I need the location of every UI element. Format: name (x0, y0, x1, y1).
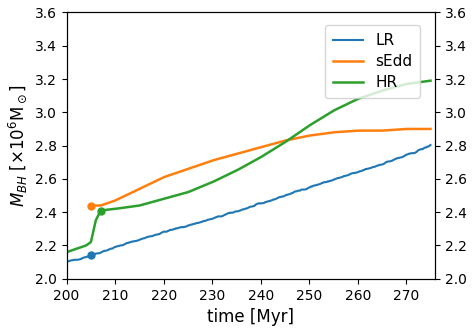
HR (371, 92, 376, 96)
sEdd (102, 202, 108, 206)
sEdd (404, 127, 410, 131)
LR (428, 143, 433, 147)
Y-axis label: $M_{BH}$ [$\times$10$^6$M$_\odot$]: $M_{BH}$ [$\times$10$^6$M$_\odot$] (7, 84, 29, 207)
HR (64, 250, 70, 254)
LR (208, 217, 214, 221)
Legend: LR, sEdd, HR: LR, sEdd, HR (325, 25, 420, 98)
LR (64, 260, 70, 264)
HR (65, 250, 71, 254)
X-axis label: time [Myr]: time [Myr] (208, 308, 294, 326)
sEdd (151, 180, 157, 184)
Line: HR: HR (67, 81, 430, 252)
HR (393, 85, 399, 89)
LR (328, 179, 334, 183)
sEdd (179, 169, 184, 173)
HR (279, 142, 285, 146)
LR (327, 179, 332, 183)
sEdd (88, 203, 94, 207)
sEdd (399, 127, 404, 131)
LR (182, 225, 188, 229)
sEdd (109, 200, 114, 204)
HR (286, 137, 292, 141)
LR (292, 189, 298, 193)
Line: sEdd: sEdd (91, 129, 430, 205)
sEdd (428, 127, 433, 131)
sEdd (412, 127, 418, 131)
HR (281, 141, 286, 145)
HR (428, 79, 433, 83)
LR (108, 247, 113, 251)
Line: LR: LR (67, 145, 430, 262)
